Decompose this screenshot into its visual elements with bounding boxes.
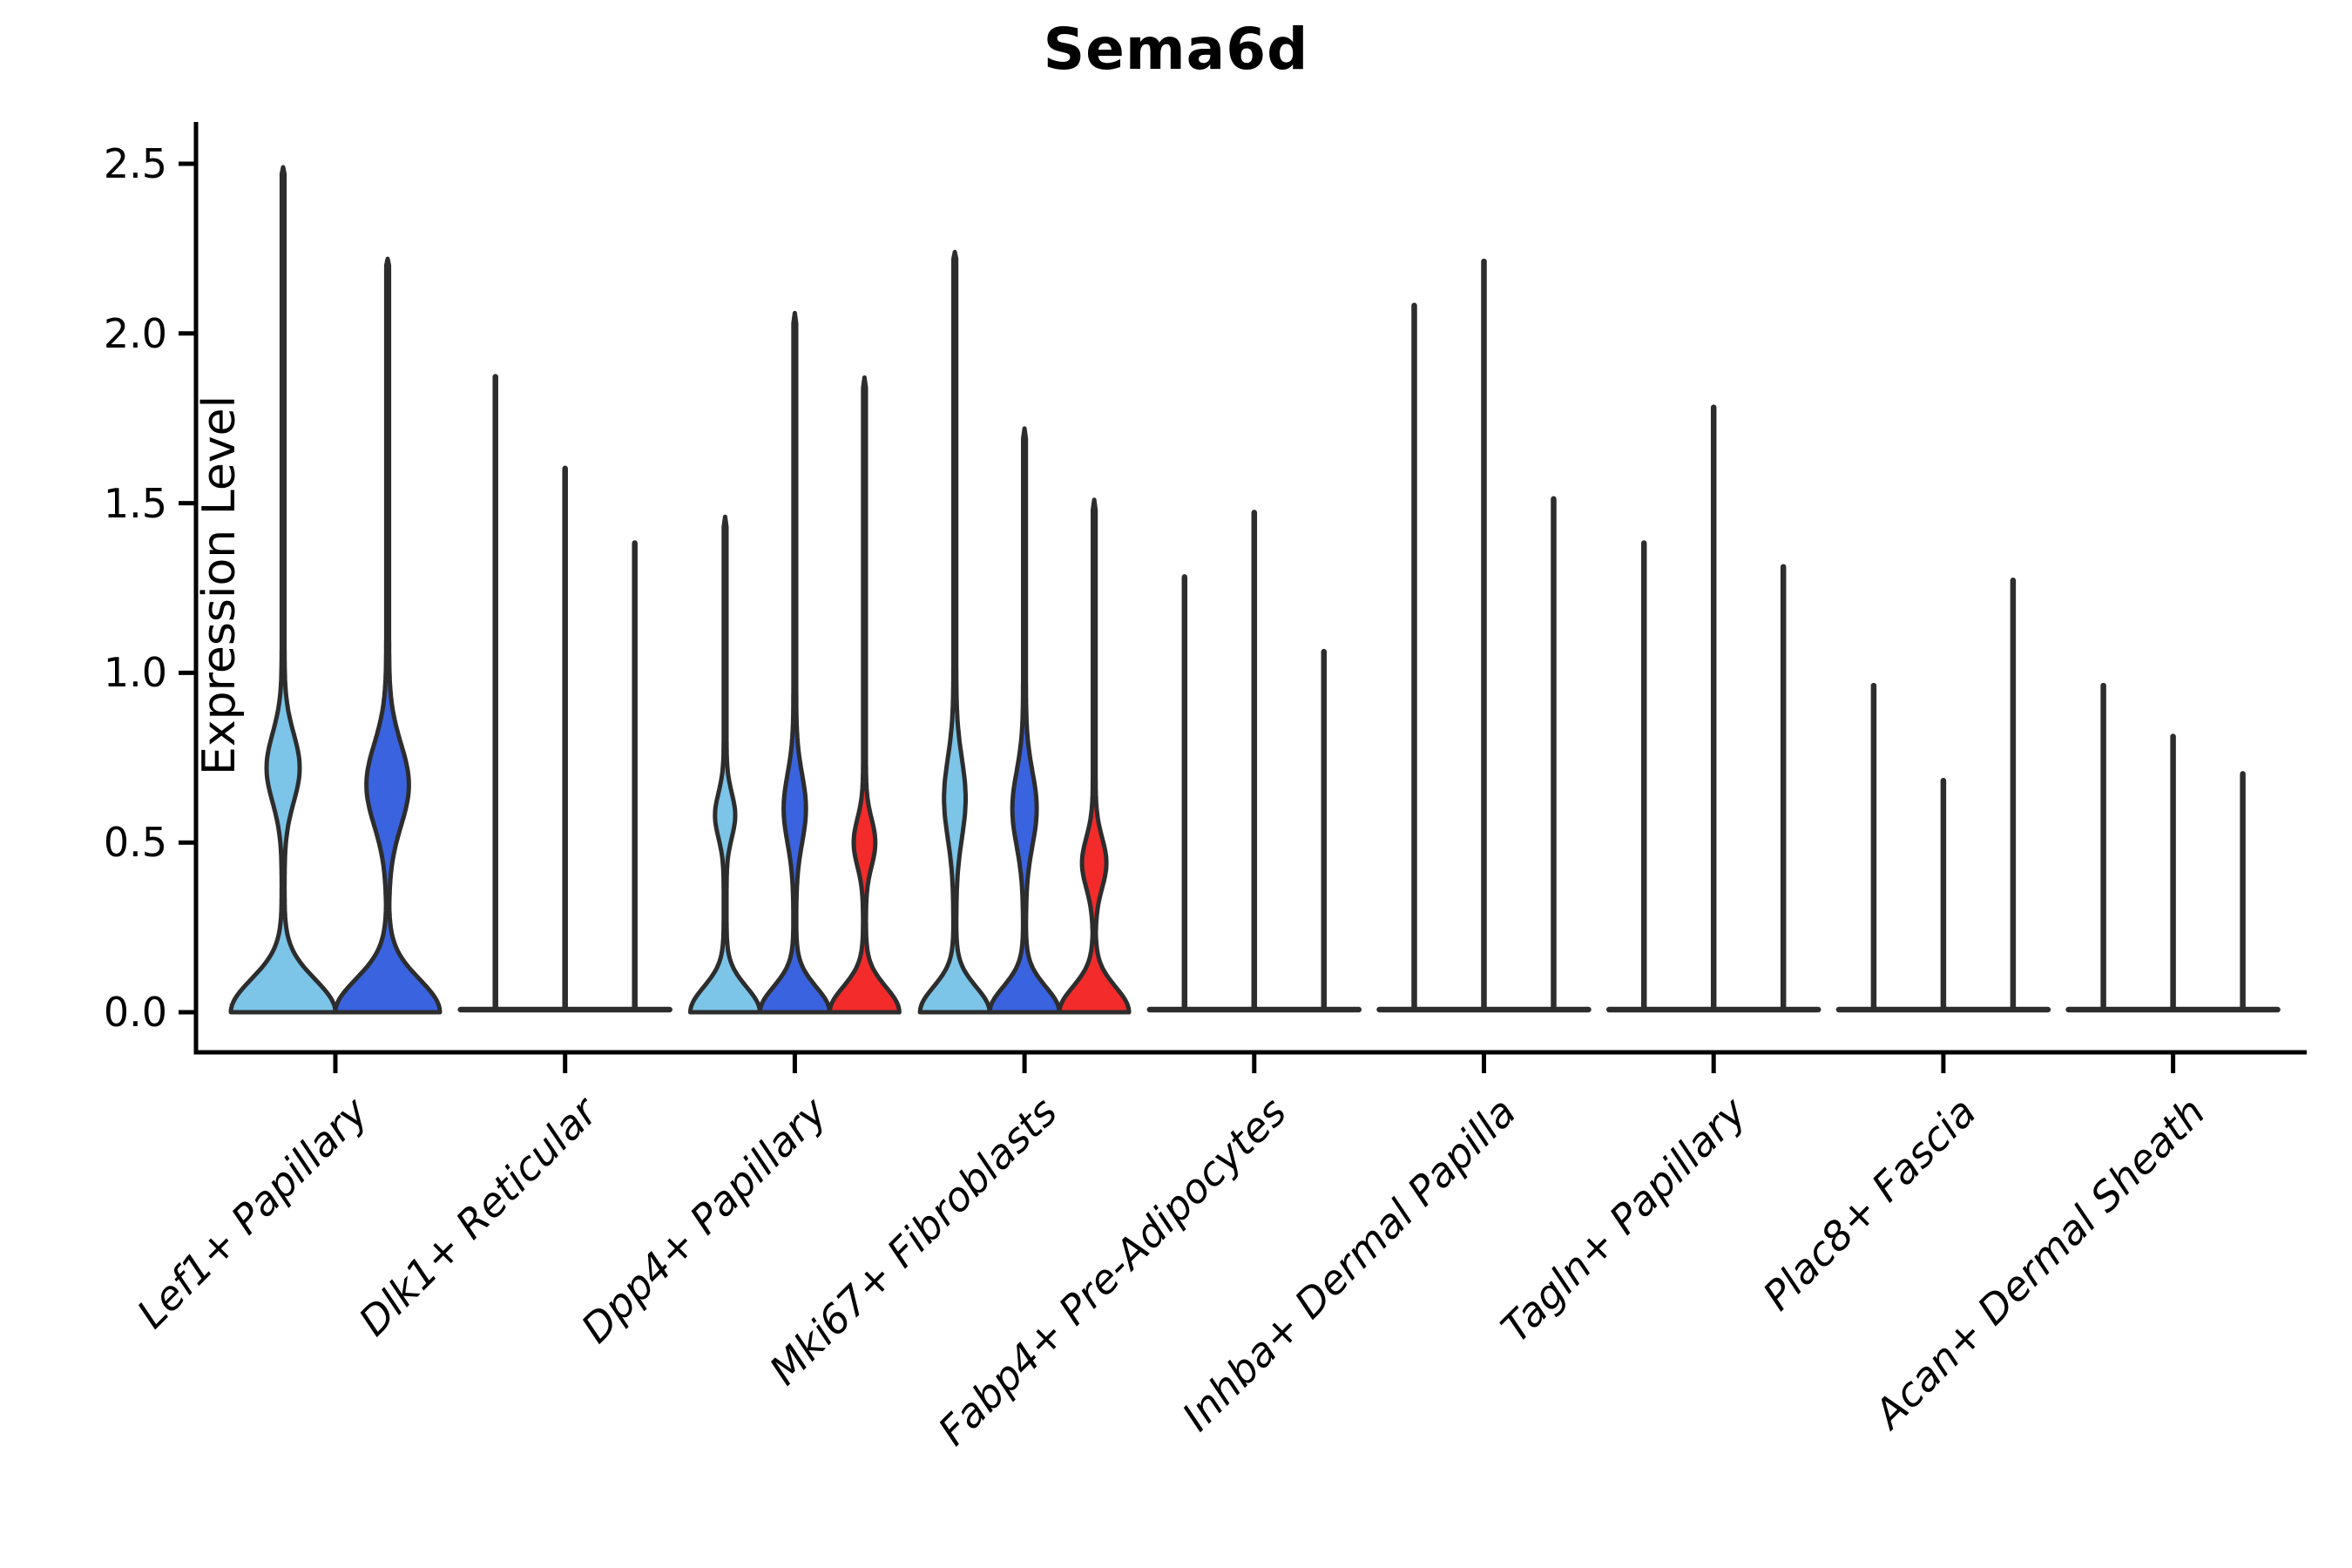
violin-body bbox=[987, 426, 1062, 1015]
y-tick-label: 2.0 bbox=[103, 309, 167, 357]
y-tick-label: 0.5 bbox=[103, 819, 167, 867]
violin-body bbox=[687, 514, 762, 1015]
violin-body bbox=[917, 249, 992, 1015]
violin-body bbox=[827, 375, 902, 1015]
violin-body bbox=[1057, 497, 1132, 1015]
y-tick-label: 1.0 bbox=[103, 649, 167, 697]
violin-body bbox=[228, 165, 338, 1015]
y-tick-label: 2.5 bbox=[103, 140, 167, 187]
violin-body bbox=[333, 256, 443, 1015]
violin-body bbox=[757, 310, 832, 1015]
plot-title: Sema6d bbox=[1043, 16, 1309, 83]
y-tick-label: 0.0 bbox=[103, 989, 167, 1036]
y-tick-label: 1.5 bbox=[103, 479, 167, 527]
